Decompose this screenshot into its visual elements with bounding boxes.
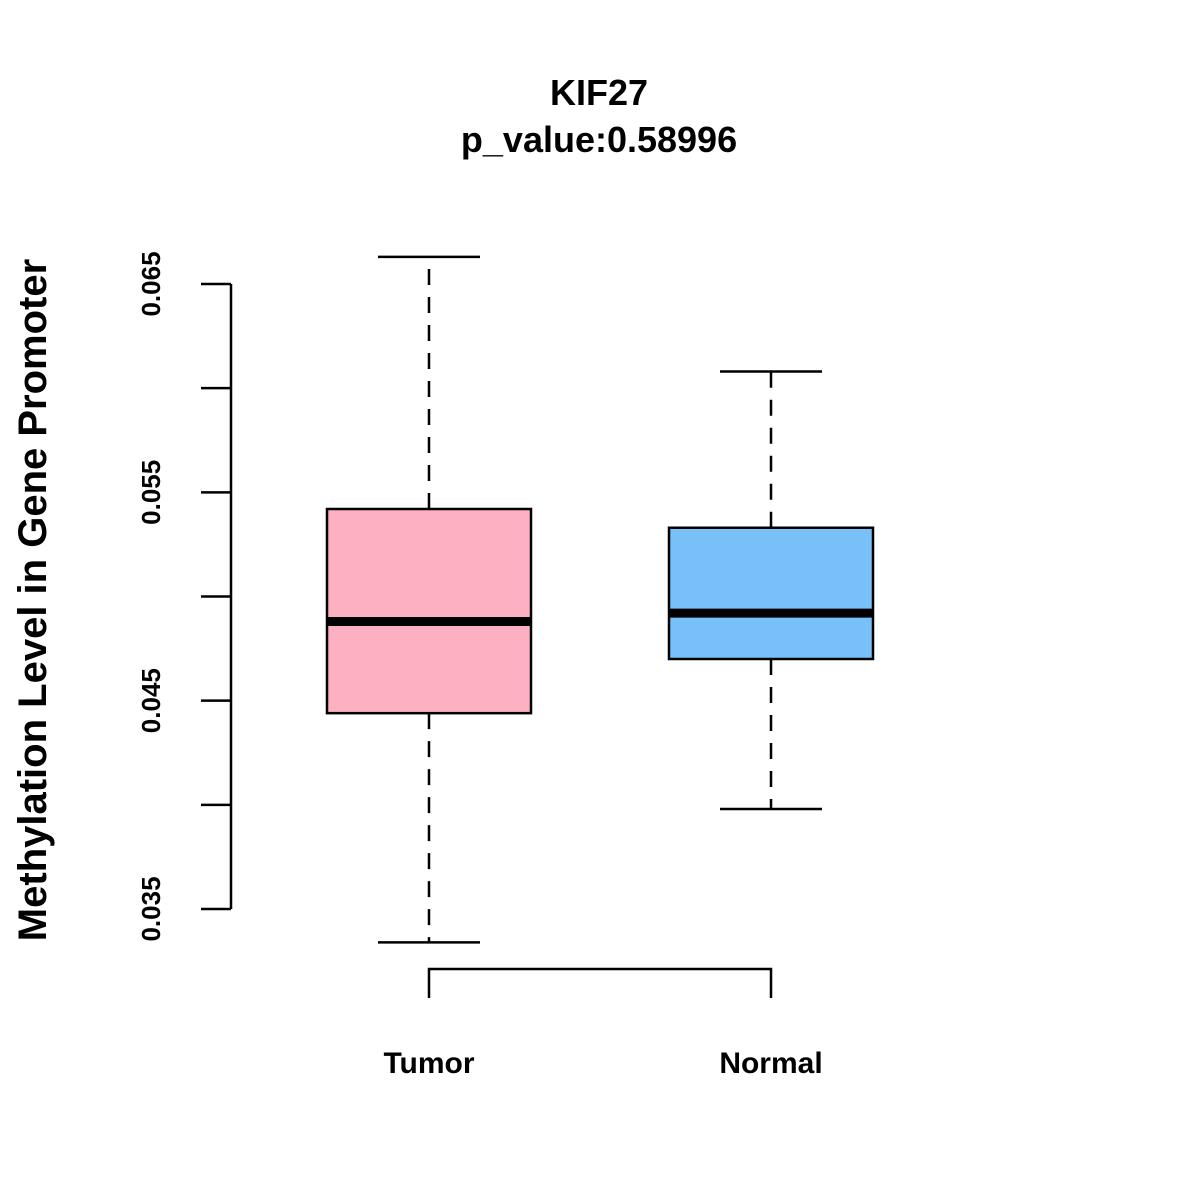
box-tumor (325, 255, 533, 944)
box-rect (667, 526, 875, 661)
box-rect (325, 507, 533, 715)
y-tick-label: 0.065 (136, 251, 166, 316)
box-normal (667, 370, 875, 811)
bracket-line (427, 967, 773, 998)
y-tick-label: 0.035 (136, 876, 166, 941)
x-label-tumor: Tumor (383, 1047, 474, 1080)
boxes (325, 255, 875, 944)
chart-subtitle: p_value:0.58996 (461, 119, 737, 160)
x-label-normal: Normal (719, 1047, 822, 1080)
y-tick-label: 0.045 (136, 668, 166, 733)
y-axis-label: Methylation Level in Gene Promoter (11, 259, 55, 941)
x-axis-labels: Tumor Normal (383, 1047, 822, 1080)
y-axis: 0.035 0.045 0.055 0.065 (136, 251, 233, 942)
chart-title: KIF27 (550, 72, 648, 113)
comparison-bracket (427, 967, 773, 998)
y-tick-label: 0.055 (136, 460, 166, 525)
